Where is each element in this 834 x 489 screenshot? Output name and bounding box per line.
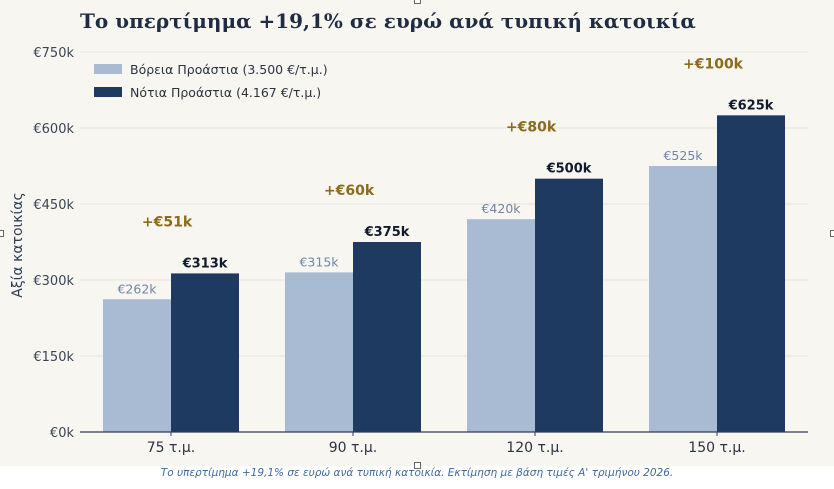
y-tick-label: €600k (33, 122, 74, 137)
bar-south (717, 115, 785, 432)
bar-south (353, 242, 421, 432)
bar-south (171, 273, 239, 432)
resize-handle-right[interactable] (830, 230, 834, 237)
y-tick-label: €300k (33, 274, 74, 289)
data-label-south: €375k (364, 225, 410, 240)
legend-label: Νότια Προάστια (4.167 €/τ.μ.) (130, 85, 321, 100)
y-axis-label: Αξία κατοικίας (10, 192, 26, 297)
legend-label: Βόρεια Προάστια (3.500 €/τ.μ.) (130, 62, 328, 77)
x-tick-label: 90 τ.μ. (329, 440, 378, 456)
x-tick-label: 75 τ.μ. (147, 440, 196, 456)
premium-label: +€60k (324, 183, 375, 199)
premium-label: +€100k (683, 56, 744, 72)
bar-north (285, 272, 353, 432)
y-tick-label: €750k (33, 46, 74, 61)
data-label-south: €625k (728, 98, 774, 113)
resize-handle-top[interactable] (414, 0, 421, 4)
x-tick-label: 120 τ.μ. (506, 440, 563, 456)
data-label-south: €313k (182, 256, 228, 271)
y-tick-label: €150k (33, 350, 74, 365)
data-label-north: €420k (481, 201, 521, 216)
data-label-north: €315k (299, 254, 339, 269)
resize-handle-left[interactable] (0, 230, 4, 237)
y-tick-label: €0k (50, 426, 75, 441)
x-tick-label: 150 τ.μ. (688, 440, 745, 456)
data-label-north: €525k (663, 148, 703, 163)
bar-north (649, 166, 717, 432)
premium-label: +€51k (142, 214, 193, 230)
bars: €262k €313k +€51k €315k €375k +€60k €420k €500k… (103, 56, 785, 432)
legend: Βόρεια Προάστια (3.500 €/τ.μ.) Νότια Προά… (94, 62, 328, 100)
legend-swatch (94, 87, 122, 97)
figure-caption: Το υπερτίμημα +19,1% σε ευρώ ανά τυπική … (160, 467, 674, 479)
x-axis: 75 τ.μ. 90 τ.μ. 120 τ.μ. 150 τ.μ. (80, 431, 808, 456)
bar-south (535, 178, 603, 432)
data-label-north: €262k (117, 281, 157, 296)
bar-north (467, 219, 535, 432)
data-label-south: €500k (546, 162, 592, 177)
premium-label: +€80k (506, 120, 557, 136)
y-axis: €0k €150k €300k €450k €600k €750k (33, 46, 74, 441)
legend-swatch (94, 64, 122, 74)
chart-title: Το υπερτίμημα +19,1% σε ευρώ ανά τυπική … (80, 9, 696, 33)
bar-north (103, 299, 171, 432)
resize-handle-bottom[interactable] (414, 462, 421, 469)
y-tick-label: €450k (33, 198, 74, 213)
